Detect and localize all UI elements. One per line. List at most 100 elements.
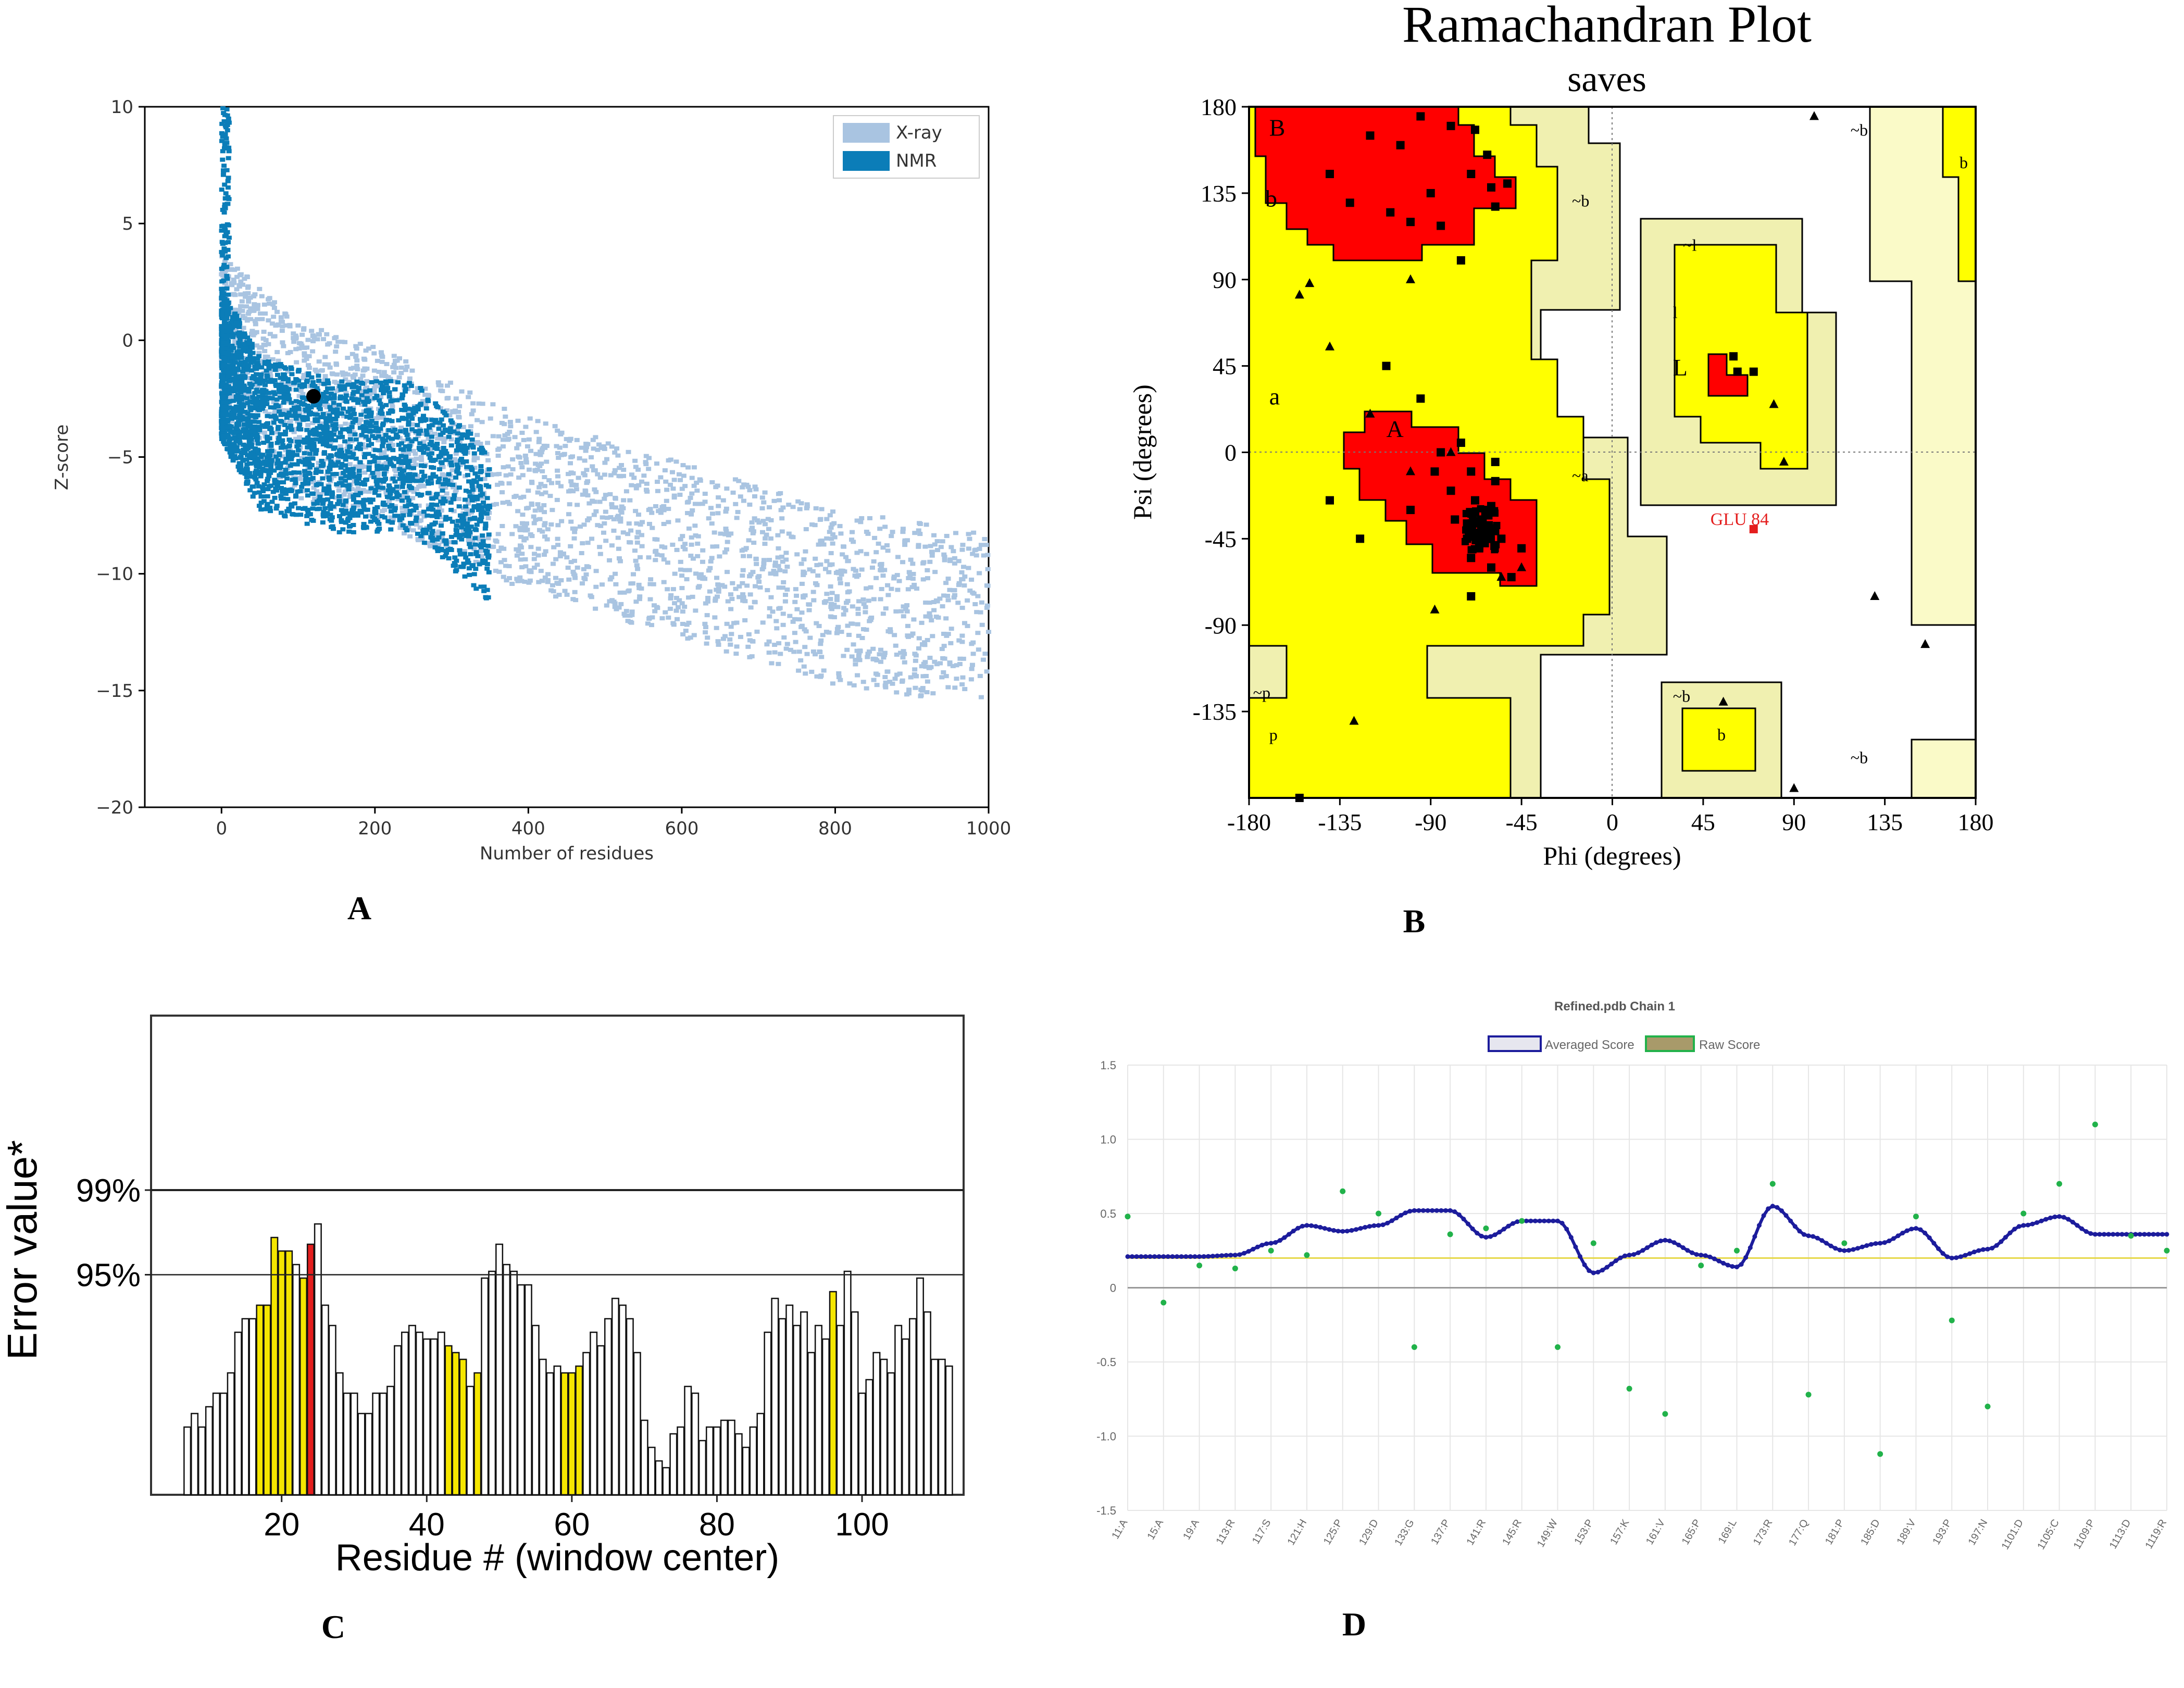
nmr-point	[410, 411, 416, 416]
nmr-point	[453, 475, 458, 480]
xray-point	[615, 535, 621, 540]
nmr-point	[228, 445, 233, 450]
nmr-point	[440, 531, 445, 536]
xray-point	[761, 500, 767, 505]
nmr-point	[246, 389, 252, 394]
nmr-point	[311, 444, 317, 449]
xray-point	[728, 531, 734, 536]
xray-point	[900, 678, 905, 683]
xray-point	[806, 608, 812, 612]
nmr-point	[293, 512, 299, 517]
xray-point	[779, 529, 785, 534]
nmr-point	[239, 355, 244, 360]
nmr-point	[465, 435, 470, 440]
xray-point	[416, 503, 422, 508]
nmr-point	[311, 502, 317, 506]
xray-point	[818, 673, 824, 678]
xray-point	[607, 492, 613, 496]
nmr-point	[386, 457, 392, 461]
xray-point	[799, 581, 805, 586]
xray-point	[627, 498, 633, 503]
nmr-point	[440, 501, 445, 506]
nmr-point	[232, 367, 238, 371]
nmr-point	[278, 362, 283, 367]
xray-point	[391, 354, 397, 358]
nmr-point	[475, 554, 481, 558]
xray-point	[232, 268, 238, 272]
xray-point	[604, 603, 609, 608]
xray-point	[843, 555, 848, 559]
xray-point	[291, 331, 296, 336]
nmr-point	[276, 435, 282, 440]
y-tick-label: −20	[96, 797, 133, 818]
xray-point	[244, 304, 249, 309]
xray-point	[740, 573, 745, 578]
nmr-point	[221, 210, 227, 215]
nmr-point	[413, 479, 419, 483]
nmr-point	[429, 514, 435, 518]
xray-point	[829, 522, 835, 527]
nmr-point	[390, 487, 396, 492]
xray-point	[904, 603, 910, 608]
xray-point	[644, 489, 650, 494]
xray-point	[555, 451, 560, 455]
xray-point	[894, 690, 900, 695]
nmr-point	[455, 431, 460, 436]
xray-point	[234, 287, 240, 292]
nmr-point	[365, 507, 370, 512]
nmr-point	[268, 470, 273, 475]
xray-point	[575, 503, 580, 507]
xray-point	[956, 638, 962, 643]
nmr-point	[219, 312, 224, 317]
nmr-point	[400, 523, 406, 528]
xray-point	[978, 543, 984, 547]
xray-point	[519, 579, 525, 583]
xray-point	[593, 509, 599, 514]
nmr-point	[242, 468, 247, 472]
nmr-point	[266, 506, 271, 511]
nmr-point	[297, 489, 303, 494]
xray-point	[341, 492, 347, 497]
nmr-point	[372, 487, 378, 492]
nmr-point	[245, 416, 251, 421]
xray-point	[834, 597, 840, 602]
nmr-point	[267, 436, 272, 441]
xray-point	[267, 370, 273, 375]
nmr-point	[233, 439, 239, 444]
xray-point	[843, 608, 848, 612]
nmr-point	[391, 456, 396, 460]
nmr-point	[386, 411, 392, 416]
y-tick-label: 10	[111, 97, 133, 118]
nmr-point	[419, 389, 425, 393]
nmr-point	[236, 323, 242, 328]
nmr-point	[424, 527, 430, 532]
nmr-point	[263, 383, 268, 387]
nmr-point	[401, 513, 406, 518]
xray-point	[243, 391, 248, 396]
nmr-point	[283, 457, 289, 462]
xray-point	[954, 663, 959, 668]
xray-point	[548, 588, 554, 593]
nmr-point	[281, 401, 286, 405]
nmr-point	[224, 277, 230, 281]
nmr-point	[290, 450, 296, 455]
nmr-point	[406, 465, 411, 470]
nmr-point	[248, 385, 254, 390]
xray-point	[378, 395, 384, 399]
xray-point	[978, 610, 983, 615]
nmr-point	[278, 432, 283, 436]
xray-point	[746, 554, 752, 558]
nmr-point	[385, 386, 391, 391]
xray-point	[375, 473, 381, 478]
nmr-point	[296, 414, 302, 418]
xray-point	[626, 588, 632, 593]
nmr-point	[354, 479, 359, 483]
nmr-point	[385, 519, 391, 523]
xray-point	[570, 454, 576, 459]
xray-point	[925, 576, 930, 581]
nmr-point	[380, 485, 385, 490]
xray-point	[752, 516, 757, 521]
panel-a-letter: A	[347, 890, 371, 927]
xray-point	[780, 585, 785, 590]
nmr-point	[394, 484, 400, 489]
